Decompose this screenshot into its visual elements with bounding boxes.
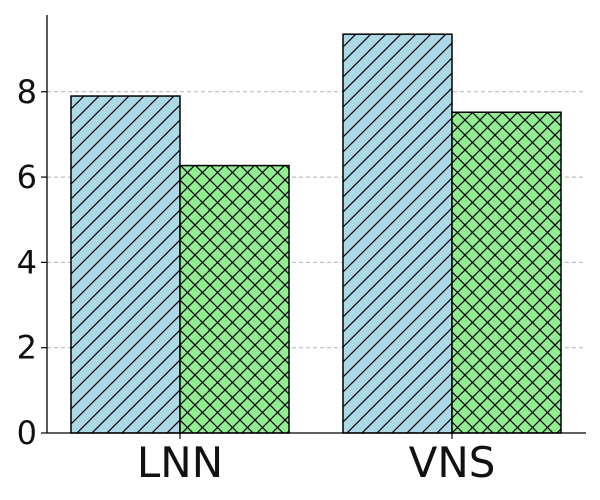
y-tick-label-2: 2 xyxy=(17,329,37,367)
y-tick-label-4: 4 xyxy=(17,243,37,281)
bar-lnn-series-2 xyxy=(179,164,290,434)
bar-vns-series-2 xyxy=(451,111,562,434)
y-tick-label-0: 0 xyxy=(17,414,37,452)
y-tick-label-8: 8 xyxy=(17,73,37,111)
tick-labels: 0 2 4 6 8 LNN VNS xyxy=(17,73,496,487)
bar-vns-series-1 xyxy=(342,33,453,434)
axes xyxy=(41,15,586,439)
x-tick-label-lnn: LNN xyxy=(137,438,223,487)
y-tick-label-6: 6 xyxy=(17,158,37,196)
bars xyxy=(70,33,562,434)
x-tick-label-vns: VNS xyxy=(409,438,496,487)
bar-lnn-series-1 xyxy=(70,95,181,434)
